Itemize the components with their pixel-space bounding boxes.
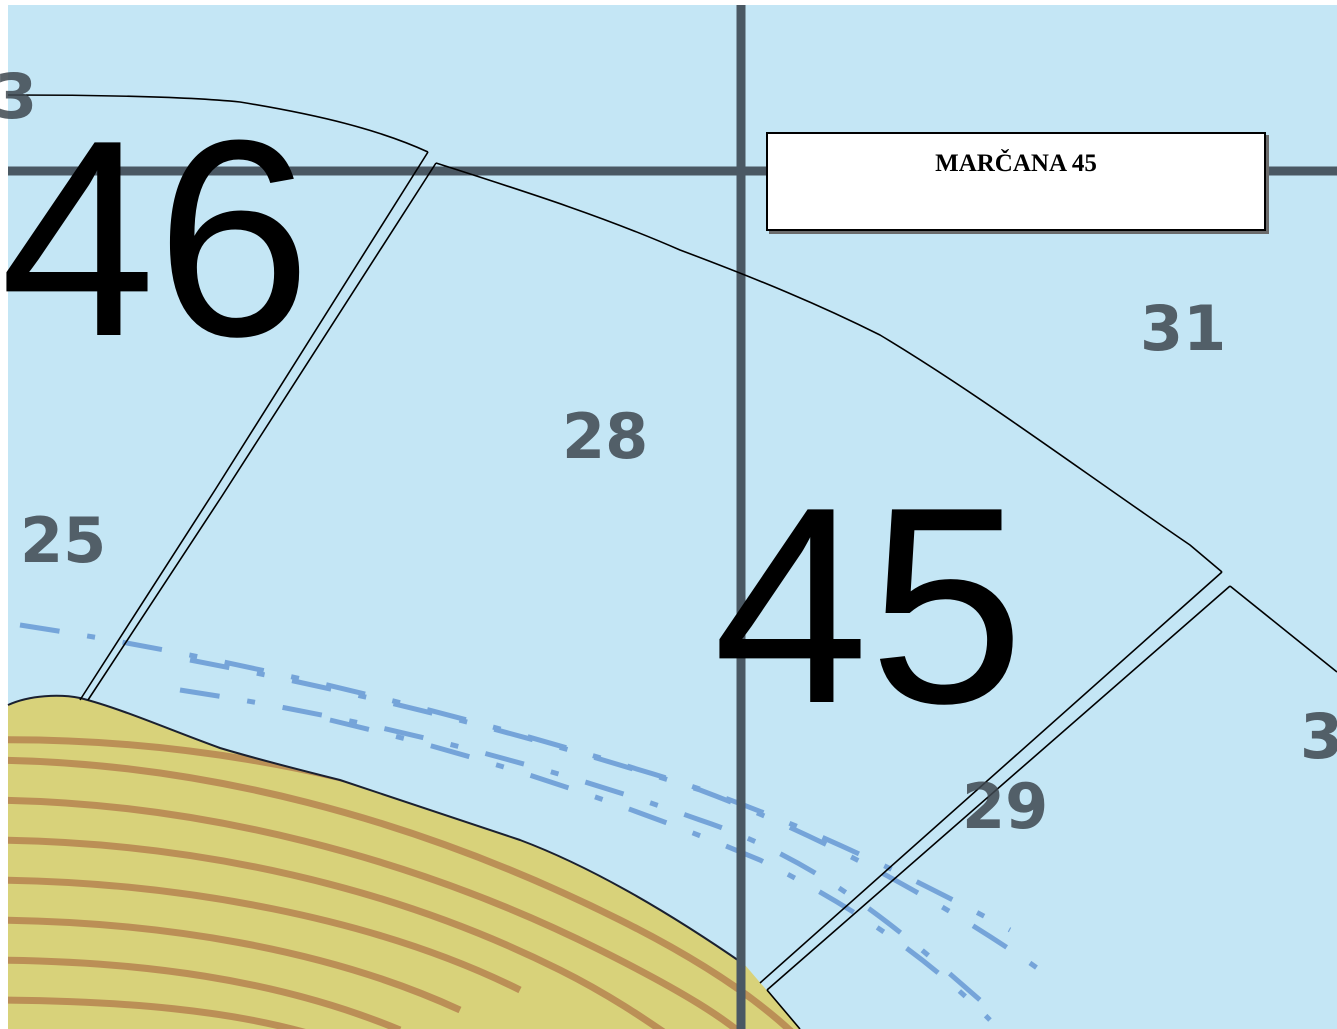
map-title: MARČANA 45 xyxy=(935,150,1097,177)
zone-number-46: 46 xyxy=(0,83,311,395)
depth-contours xyxy=(19,622,1042,1022)
zone-boundaries xyxy=(7,94,1337,1029)
map-label-28: 28 xyxy=(562,400,648,473)
map-label-31: 31 xyxy=(1140,292,1226,365)
map-label-25: 25 xyxy=(20,504,106,577)
map-label-3-right: 3 xyxy=(1300,700,1337,773)
zone-number-45: 45 xyxy=(713,450,1024,762)
parcel-numbers: 28 31 25 29 3 3 xyxy=(0,60,1337,843)
map-label-3-left: 3 xyxy=(0,60,37,133)
title-box: MARČANA 45 xyxy=(766,132,1266,231)
map-label-29: 29 xyxy=(962,770,1048,843)
